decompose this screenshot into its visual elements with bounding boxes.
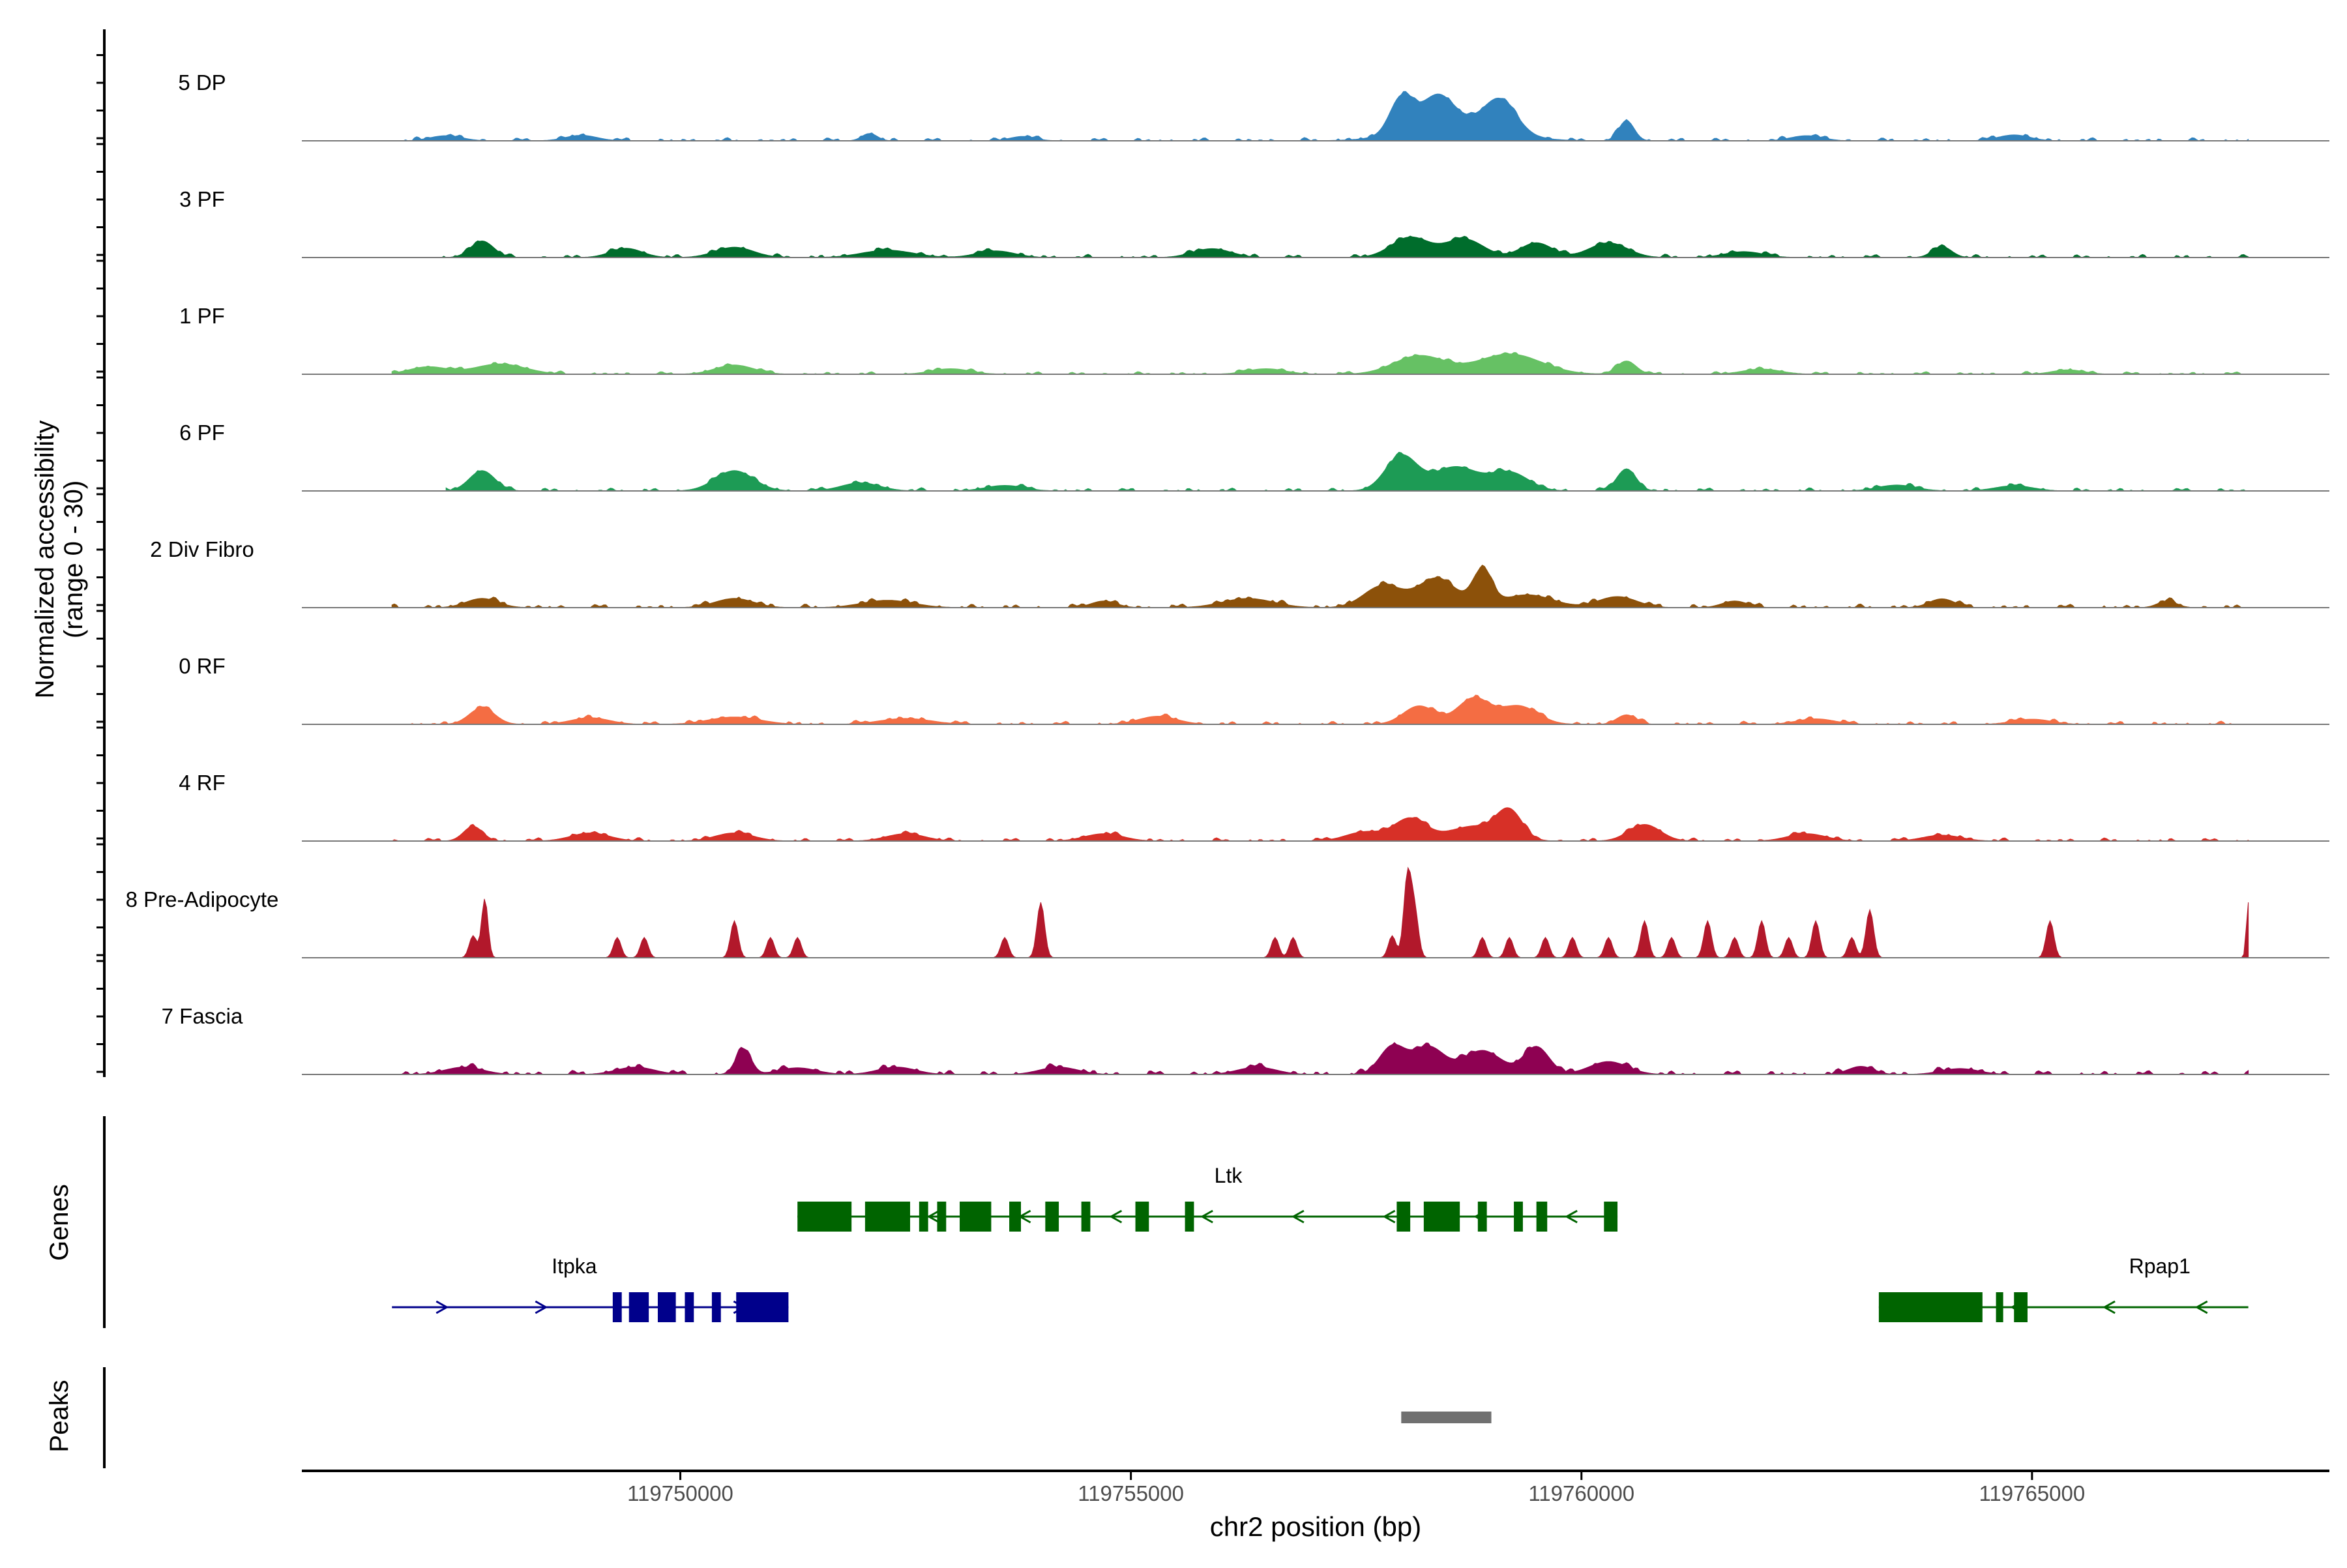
x-axis: 119750000 119755000 119760000 119765000 — [302, 1470, 2329, 1505]
exon — [919, 1202, 928, 1232]
track-4-rf: 4 RF — [179, 771, 2329, 842]
x-tick-label: 119760000 — [1528, 1481, 1634, 1505]
exon — [1996, 1292, 2003, 1322]
x-tick-label: 119765000 — [1979, 1481, 2085, 1505]
exon — [1045, 1202, 1059, 1232]
gene-label: Ltk — [1215, 1164, 1243, 1187]
strand-arrow-icon — [1291, 1209, 1305, 1224]
coverage-area — [392, 866, 2249, 958]
coverage-area — [392, 91, 2249, 141]
exon — [797, 1202, 852, 1232]
gene-annotation-panel: Itpka Ltk Rpap1 — [103, 1116, 2249, 1328]
track-8-pre-adipocyte: 8 Pre-Adipocyte — [126, 866, 2329, 958]
strand-arrow-icon — [926, 1209, 940, 1224]
exon — [2014, 1292, 2028, 1322]
x-tick-label: 119755000 — [1078, 1481, 1184, 1505]
y-axis-title: Normalized accessibility (range 0 - 30) — [31, 421, 88, 699]
track-label: 7 Fascia — [162, 1004, 243, 1028]
peak-region — [1401, 1412, 1492, 1423]
exon — [1604, 1202, 1618, 1232]
track-label: 5 DP — [178, 70, 226, 95]
exon — [937, 1202, 947, 1232]
exon — [685, 1292, 694, 1322]
exon — [736, 1292, 789, 1322]
gene-ltk: Ltk — [797, 1164, 1618, 1232]
track-label: 6 PF — [179, 421, 225, 445]
gene-rpap1: Rpap1 — [1878, 1254, 2249, 1322]
track-3-pf: 3 PF — [179, 187, 2329, 258]
exon — [628, 1292, 649, 1322]
y-axis-title-range: (range 0 - 30) — [59, 481, 88, 638]
strand-arrow-icon — [1382, 1209, 1396, 1224]
coverage-area — [391, 352, 2249, 375]
exon — [1423, 1202, 1460, 1232]
peak-annotation-panel — [103, 1367, 1492, 1468]
gene-label: Rpap1 — [2129, 1254, 2191, 1278]
track-0-rf: 0 RF — [179, 654, 2329, 725]
strand-arrow-icon — [1109, 1209, 1123, 1224]
exon — [1009, 1202, 1022, 1232]
track-label: 8 Pre-Adipocyte — [126, 887, 279, 911]
exon — [1878, 1292, 1983, 1322]
strand-arrow-icon — [535, 1300, 548, 1314]
coverage-area — [392, 1042, 2249, 1075]
strand-arrow-icon — [2103, 1300, 2116, 1314]
coverage-area — [391, 807, 2249, 842]
exon — [960, 1202, 992, 1232]
track-label: 2 Div Fibro — [150, 537, 254, 561]
strand-arrow-icon — [435, 1300, 449, 1314]
exon — [1536, 1202, 1548, 1232]
exon — [1396, 1202, 1411, 1232]
track-label: 4 RF — [179, 771, 226, 795]
track-1-pf: 1 PF — [179, 304, 2329, 375]
track-label: 1 PF — [179, 304, 225, 328]
track-6-pf: 6 PF — [179, 421, 2329, 492]
exon — [711, 1292, 721, 1322]
gene-itpka: Itpka — [392, 1254, 789, 1322]
coverage-area — [392, 694, 2249, 725]
track-5-dp: 5 DP — [178, 70, 2329, 141]
track-7-fascia: 7 Fascia — [162, 1004, 2329, 1075]
gene-label: Itpka — [552, 1254, 597, 1278]
exon — [1081, 1202, 1091, 1232]
x-tick-label: 119750000 — [627, 1481, 733, 1505]
exon — [657, 1292, 676, 1322]
track-label: 0 RF — [179, 654, 226, 678]
x-axis-title: chr2 position (bp) — [1210, 1511, 1422, 1542]
track-label: 3 PF — [179, 187, 225, 211]
exon — [1135, 1202, 1149, 1232]
coverage-area — [445, 452, 2249, 492]
strand-arrow-icon — [1200, 1209, 1213, 1224]
strand-arrow-icon — [2194, 1300, 2208, 1314]
exon — [612, 1292, 622, 1322]
exon — [1514, 1202, 1523, 1232]
coverage-area — [391, 565, 2249, 608]
genes-panel-title: Genes — [45, 1184, 74, 1261]
exon — [1477, 1202, 1487, 1232]
exon — [1185, 1202, 1194, 1232]
strand-arrow-icon — [1565, 1209, 1578, 1224]
track-2-div-fibro: 2 Div Fibro — [150, 537, 2329, 608]
coverage-tracks: 5 DP 3 PF 1 PF 6 PF 2 Div Fibro 0 RF 4 RF 8 Pre… — [96, 29, 2329, 1077]
peaks-panel-title: Peaks — [45, 1380, 74, 1452]
y-axis-title-main: Normalized accessibility — [31, 421, 59, 699]
coverage-area — [419, 235, 2249, 258]
exon — [864, 1202, 910, 1232]
